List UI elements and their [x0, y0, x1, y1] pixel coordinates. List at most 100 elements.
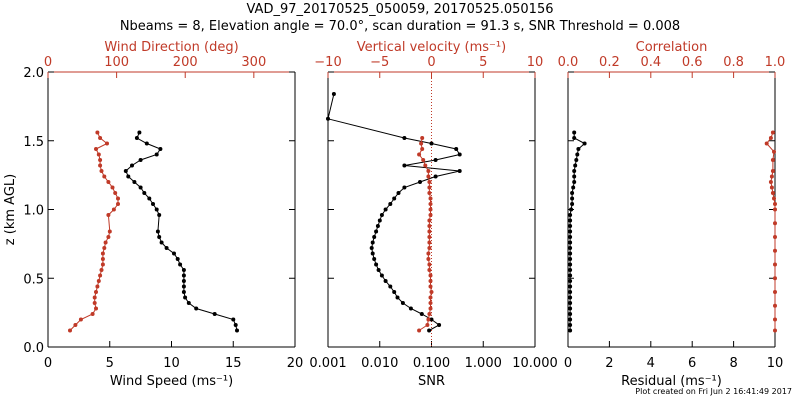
- top-axis-label: Wind Direction (deg): [104, 40, 238, 55]
- data-point: [420, 147, 425, 151]
- data-point: [568, 268, 573, 272]
- data-point: [132, 180, 137, 184]
- data-point: [123, 169, 128, 173]
- data-point: [568, 323, 573, 327]
- data-point: [426, 174, 431, 179]
- data-point: [572, 180, 577, 184]
- data-point: [147, 196, 152, 201]
- data-point: [429, 141, 434, 146]
- data-point: [419, 312, 424, 316]
- data-point: [569, 207, 574, 212]
- data-point: [568, 213, 573, 217]
- data-point: [231, 317, 236, 322]
- data-point: [94, 306, 98, 311]
- data-point: [331, 92, 336, 96]
- data-point: [437, 323, 442, 327]
- bottom-tick-label: 0.010: [361, 356, 398, 371]
- bottom-tick-label: 20: [287, 356, 304, 371]
- bottom-axis-label: Wind Speed (ms⁻¹): [110, 374, 233, 389]
- data-point: [426, 257, 431, 261]
- data-point: [427, 180, 432, 184]
- data-point: [157, 235, 162, 239]
- data-point: [137, 130, 142, 135]
- data-point: [427, 268, 432, 272]
- data-point: [457, 152, 462, 157]
- data-point: [372, 235, 377, 239]
- bottom-tick-label: 6: [688, 356, 696, 371]
- data-point: [568, 246, 573, 250]
- data-point: [773, 207, 777, 212]
- data-point: [164, 246, 169, 250]
- data-point: [374, 229, 379, 234]
- data-point: [100, 251, 105, 256]
- bottom-tick-label: 1.000: [465, 356, 502, 371]
- bottom-tick-label: 10: [163, 356, 180, 371]
- top-axis-label: Correlation: [636, 40, 708, 55]
- bottom-tick-label: 0.001: [309, 356, 346, 371]
- data-point: [98, 158, 103, 162]
- data-point: [427, 246, 432, 250]
- data-point: [113, 191, 118, 195]
- data-point: [428, 306, 433, 311]
- data-point: [773, 202, 777, 206]
- data-point: [212, 312, 217, 316]
- series-line: [569, 132, 586, 331]
- data-point: [772, 149, 776, 154]
- data-point: [374, 262, 379, 267]
- data-point: [420, 136, 425, 140]
- data-point: [181, 290, 186, 294]
- data-point: [568, 317, 573, 322]
- data-point: [130, 163, 134, 168]
- data-point: [392, 290, 397, 294]
- data-point: [769, 174, 774, 179]
- data-point: [388, 202, 393, 206]
- data-point: [376, 268, 381, 272]
- data-point: [418, 180, 422, 184]
- data-point: [568, 235, 573, 239]
- bottom-axis-label: SNR: [418, 374, 445, 389]
- data-point: [103, 240, 108, 245]
- data-point: [370, 251, 375, 256]
- data-point: [73, 323, 78, 327]
- bottom-tick-label: 4: [647, 356, 655, 371]
- chart-subtitle: Nbeams = 8, Elevation angle = 70.0°, sca…: [119, 19, 681, 34]
- data-point: [400, 301, 405, 305]
- data-point: [428, 213, 433, 217]
- data-point: [572, 174, 577, 179]
- top-tick-label: 0.8: [723, 55, 744, 70]
- data-point: [773, 328, 777, 333]
- ytick-label: 0.0: [23, 341, 44, 356]
- top-tick-label: 5: [479, 55, 487, 70]
- top-tick-label: 10: [527, 55, 544, 70]
- data-point: [379, 273, 384, 278]
- bottom-tick-label: 15: [225, 356, 242, 371]
- data-point: [428, 301, 433, 305]
- data-point: [154, 207, 159, 212]
- top-tick-label: −5: [370, 55, 389, 70]
- data-point: [99, 169, 104, 173]
- data-point: [428, 196, 433, 201]
- data-point: [155, 229, 160, 234]
- data-point: [572, 169, 577, 173]
- data-point: [428, 295, 433, 300]
- data-point: [375, 224, 380, 228]
- data-point: [417, 328, 422, 333]
- data-point: [427, 262, 432, 267]
- data-point: [90, 312, 95, 316]
- top-tick-label: 200: [173, 55, 198, 70]
- data-point: [96, 152, 101, 157]
- ytick-label: 1.0: [23, 204, 44, 219]
- data-point: [383, 279, 388, 283]
- top-tick-label: 1.0: [765, 55, 786, 70]
- data-point: [98, 273, 103, 278]
- data-point: [92, 295, 97, 300]
- data-point: [102, 174, 107, 179]
- data-point: [96, 279, 101, 283]
- bottom-tick-label: 10.000: [512, 356, 558, 371]
- data-point: [181, 284, 186, 289]
- data-point: [768, 136, 773, 140]
- top-tick-label: 0.6: [682, 55, 703, 70]
- data-point: [773, 290, 777, 294]
- data-point: [100, 262, 105, 267]
- data-point: [370, 240, 375, 245]
